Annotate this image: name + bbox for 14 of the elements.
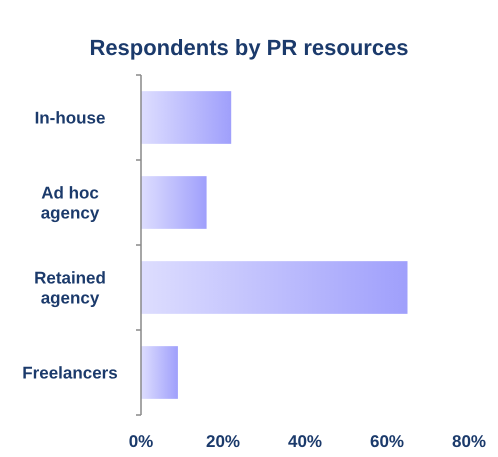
bar bbox=[141, 261, 408, 314]
y-tick-label: In-house bbox=[34, 108, 106, 128]
bar bbox=[141, 176, 207, 229]
x-tick-label: 40% bbox=[288, 432, 322, 452]
bar bbox=[141, 91, 232, 144]
x-tick-label: 60% bbox=[370, 432, 404, 452]
chart-title: Respondents by PR resources bbox=[89, 35, 409, 60]
x-tick-label: 0% bbox=[128, 432, 154, 452]
x-tick-label: 80% bbox=[452, 432, 486, 452]
y-tick-label: Freelancers bbox=[22, 364, 118, 382]
y-tick-label: Ad hoc agency bbox=[40, 184, 100, 222]
x-tick-label: 20% bbox=[206, 432, 240, 452]
y-tick-label: Retained agency bbox=[34, 268, 106, 308]
bar bbox=[141, 346, 178, 399]
